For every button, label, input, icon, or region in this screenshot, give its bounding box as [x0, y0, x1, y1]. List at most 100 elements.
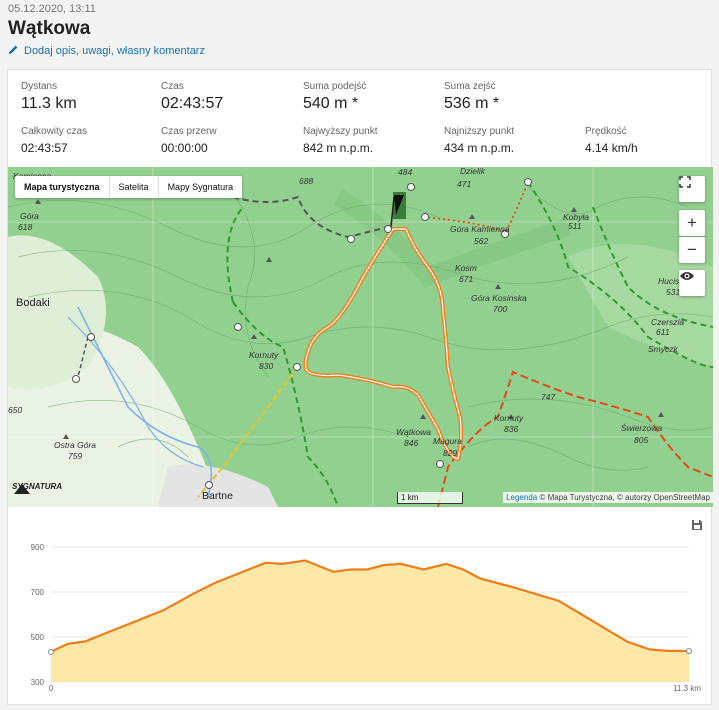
- map-label: 511: [568, 221, 582, 231]
- map-label: 531: [666, 287, 680, 297]
- page-title: Wątkowa: [8, 18, 91, 39]
- stat-break-time: Czas przerw 00:00:00: [161, 126, 217, 155]
- stat-label: Najniższy punkt: [444, 126, 515, 137]
- stat-label: Prędkość: [585, 126, 627, 137]
- stat-label: Dystans: [21, 81, 58, 92]
- map-label: Hucis: [658, 276, 680, 286]
- map-label: 671: [459, 274, 473, 284]
- visibility-button[interactable]: [679, 270, 705, 296]
- stat-value: 842 m n.p.m.: [303, 141, 374, 155]
- stat-value: 536 m *: [444, 95, 500, 112]
- y-tick-label: 700: [31, 588, 45, 597]
- elevation-line: [50, 559, 690, 653]
- elevation-endpoint: [686, 648, 692, 655]
- tab-sygnatura-maps[interactable]: Mapy Sygnatura: [167, 182, 234, 192]
- map-canvas[interactable]: Kamienna Góra 618 688 484 Dzielik 471 Ko…: [8, 167, 713, 507]
- plus-icon: +: [687, 213, 697, 232]
- map-attribution: Legenda © Mapa Turystyczna, © autorzy Op…: [503, 492, 713, 503]
- stat-lowest-point: Najniższy punkt 434 m n.p.m.: [444, 126, 514, 155]
- save-chart-button[interactable]: [691, 518, 703, 536]
- map-label: 562: [474, 236, 488, 246]
- stat-value: 00:00:00: [161, 141, 208, 155]
- stat-value: 4.14 km/h: [585, 141, 638, 155]
- stat-distance: Dystans 11.3 km: [21, 81, 77, 113]
- map-label: 830: [259, 361, 273, 371]
- stat-label: Suma podejść: [303, 81, 367, 92]
- stat-label: Najwyższy punkt: [303, 126, 378, 137]
- zoom-in-button[interactable]: +: [679, 210, 705, 236]
- map-label: 829: [443, 448, 457, 458]
- map-scale: 1 km: [397, 492, 463, 504]
- map-label: 471: [457, 179, 471, 189]
- attribution-text: © Mapa Turystyczna, © autorzy OpenStreet…: [539, 493, 710, 502]
- elevation-endpoint: [48, 648, 54, 655]
- start-flag-icon: [390, 192, 406, 228]
- map-label: Dzielik: [460, 167, 486, 176]
- map-label: 611: [656, 327, 670, 337]
- x-tick-label: 11.3 km: [673, 684, 701, 693]
- map-label: Świerzowa: [621, 422, 662, 433]
- map-label: Magura: [433, 436, 462, 446]
- stat-value: 11.3 km: [21, 95, 77, 112]
- stat-descent: Suma zejść 536 m *: [444, 81, 499, 113]
- map-label: 759: [68, 451, 82, 461]
- legend-link[interactable]: Legenda: [506, 493, 538, 502]
- map-label: Góra Kosinska: [471, 293, 527, 303]
- map-label: 484: [398, 167, 412, 177]
- stats-panel: Dystans 11.3 km Czas 02:43:57 Suma podej…: [8, 70, 713, 166]
- tab-tourist-map[interactable]: Mapa turystyczna: [15, 176, 110, 198]
- stat-value: 540 m *: [303, 95, 359, 112]
- map-label: Kornuty: [249, 350, 279, 360]
- x-tick-label: 0: [49, 684, 54, 693]
- zoom-out-button[interactable]: −: [679, 237, 705, 263]
- map-label: Kornuty: [494, 413, 524, 423]
- stat-value: 434 m n.p.m.: [444, 141, 515, 155]
- map-label: Góra Kamienna: [450, 224, 510, 234]
- stat-value: 02:43:57: [161, 95, 224, 112]
- stat-label: Czas: [161, 81, 184, 92]
- map-label: Ostra Góra: [54, 440, 96, 450]
- minus-icon: −: [687, 240, 697, 259]
- stat-speed: Prędkość 4.14 km/h: [585, 126, 638, 155]
- route-map[interactable]: Kamienna Góra 618 688 484 Dzielik 471 Ko…: [8, 167, 713, 507]
- map-label: Czerszla: [651, 317, 684, 327]
- stat-ascent: Suma podejść 540 m *: [303, 81, 366, 113]
- fullscreen-button[interactable]: [679, 176, 705, 202]
- map-label: 836: [504, 424, 518, 434]
- save-icon: [691, 518, 703, 535]
- map-label: 805: [634, 435, 648, 445]
- map-label: 650: [8, 405, 22, 415]
- map-label-bartne: Bartne: [202, 490, 233, 502]
- activity-date: 05.12.2020, 13:11: [8, 3, 96, 15]
- map-label: Kosm: [455, 263, 477, 273]
- activity-card: Dystans 11.3 km Czas 02:43:57 Suma podej…: [7, 69, 713, 706]
- add-description-label: Dodaj opis, uwagi, własny komentarz: [24, 45, 205, 57]
- map-label-bodaki: Bodaki: [16, 297, 50, 309]
- map-label: 700: [493, 304, 507, 314]
- y-tick-label: 500: [31, 633, 45, 642]
- tab-satellite[interactable]: Satelita: [110, 176, 159, 198]
- pencil-icon: [8, 44, 19, 58]
- y-tick-label: 900: [31, 543, 45, 552]
- stat-label: Całkowity czas: [21, 126, 88, 137]
- stat-label: Suma zejść: [444, 81, 496, 92]
- elevation-chart[interactable]: 900 700 500 300 0 11.3 km: [8, 508, 713, 706]
- sygnatura-logo: SYGNATURA: [12, 482, 63, 494]
- add-description-link[interactable]: Dodaj opis, uwagi, własny komentarz: [8, 44, 205, 58]
- map-type-tabs: Mapa turystyczna Satelita Mapy Sygnatura: [15, 176, 243, 198]
- sygnatura-logo-text: SYGNATURA: [12, 482, 63, 491]
- stat-value: 02:43:57: [21, 141, 68, 155]
- map-label: 747: [541, 392, 555, 402]
- map-label: 618: [18, 222, 32, 232]
- elevation-chart-canvas: 900 700 500 300 0 11.3 km: [31, 543, 702, 693]
- map-label: Góra: [20, 211, 39, 221]
- map-label: 688: [299, 176, 313, 186]
- elevation-area: [51, 560, 689, 682]
- stat-time: Czas 02:43:57: [161, 81, 223, 113]
- stat-total-time: Całkowity czas 02:43:57: [21, 126, 87, 155]
- map-label: Smyczk: [648, 344, 679, 354]
- map-label: Kobyła: [563, 212, 589, 222]
- sygnatura-logo-icon: [14, 484, 30, 494]
- stat-highest-point: Najwyższy punkt 842 m n.p.m.: [303, 126, 377, 155]
- stat-label: Czas przerw: [161, 126, 217, 137]
